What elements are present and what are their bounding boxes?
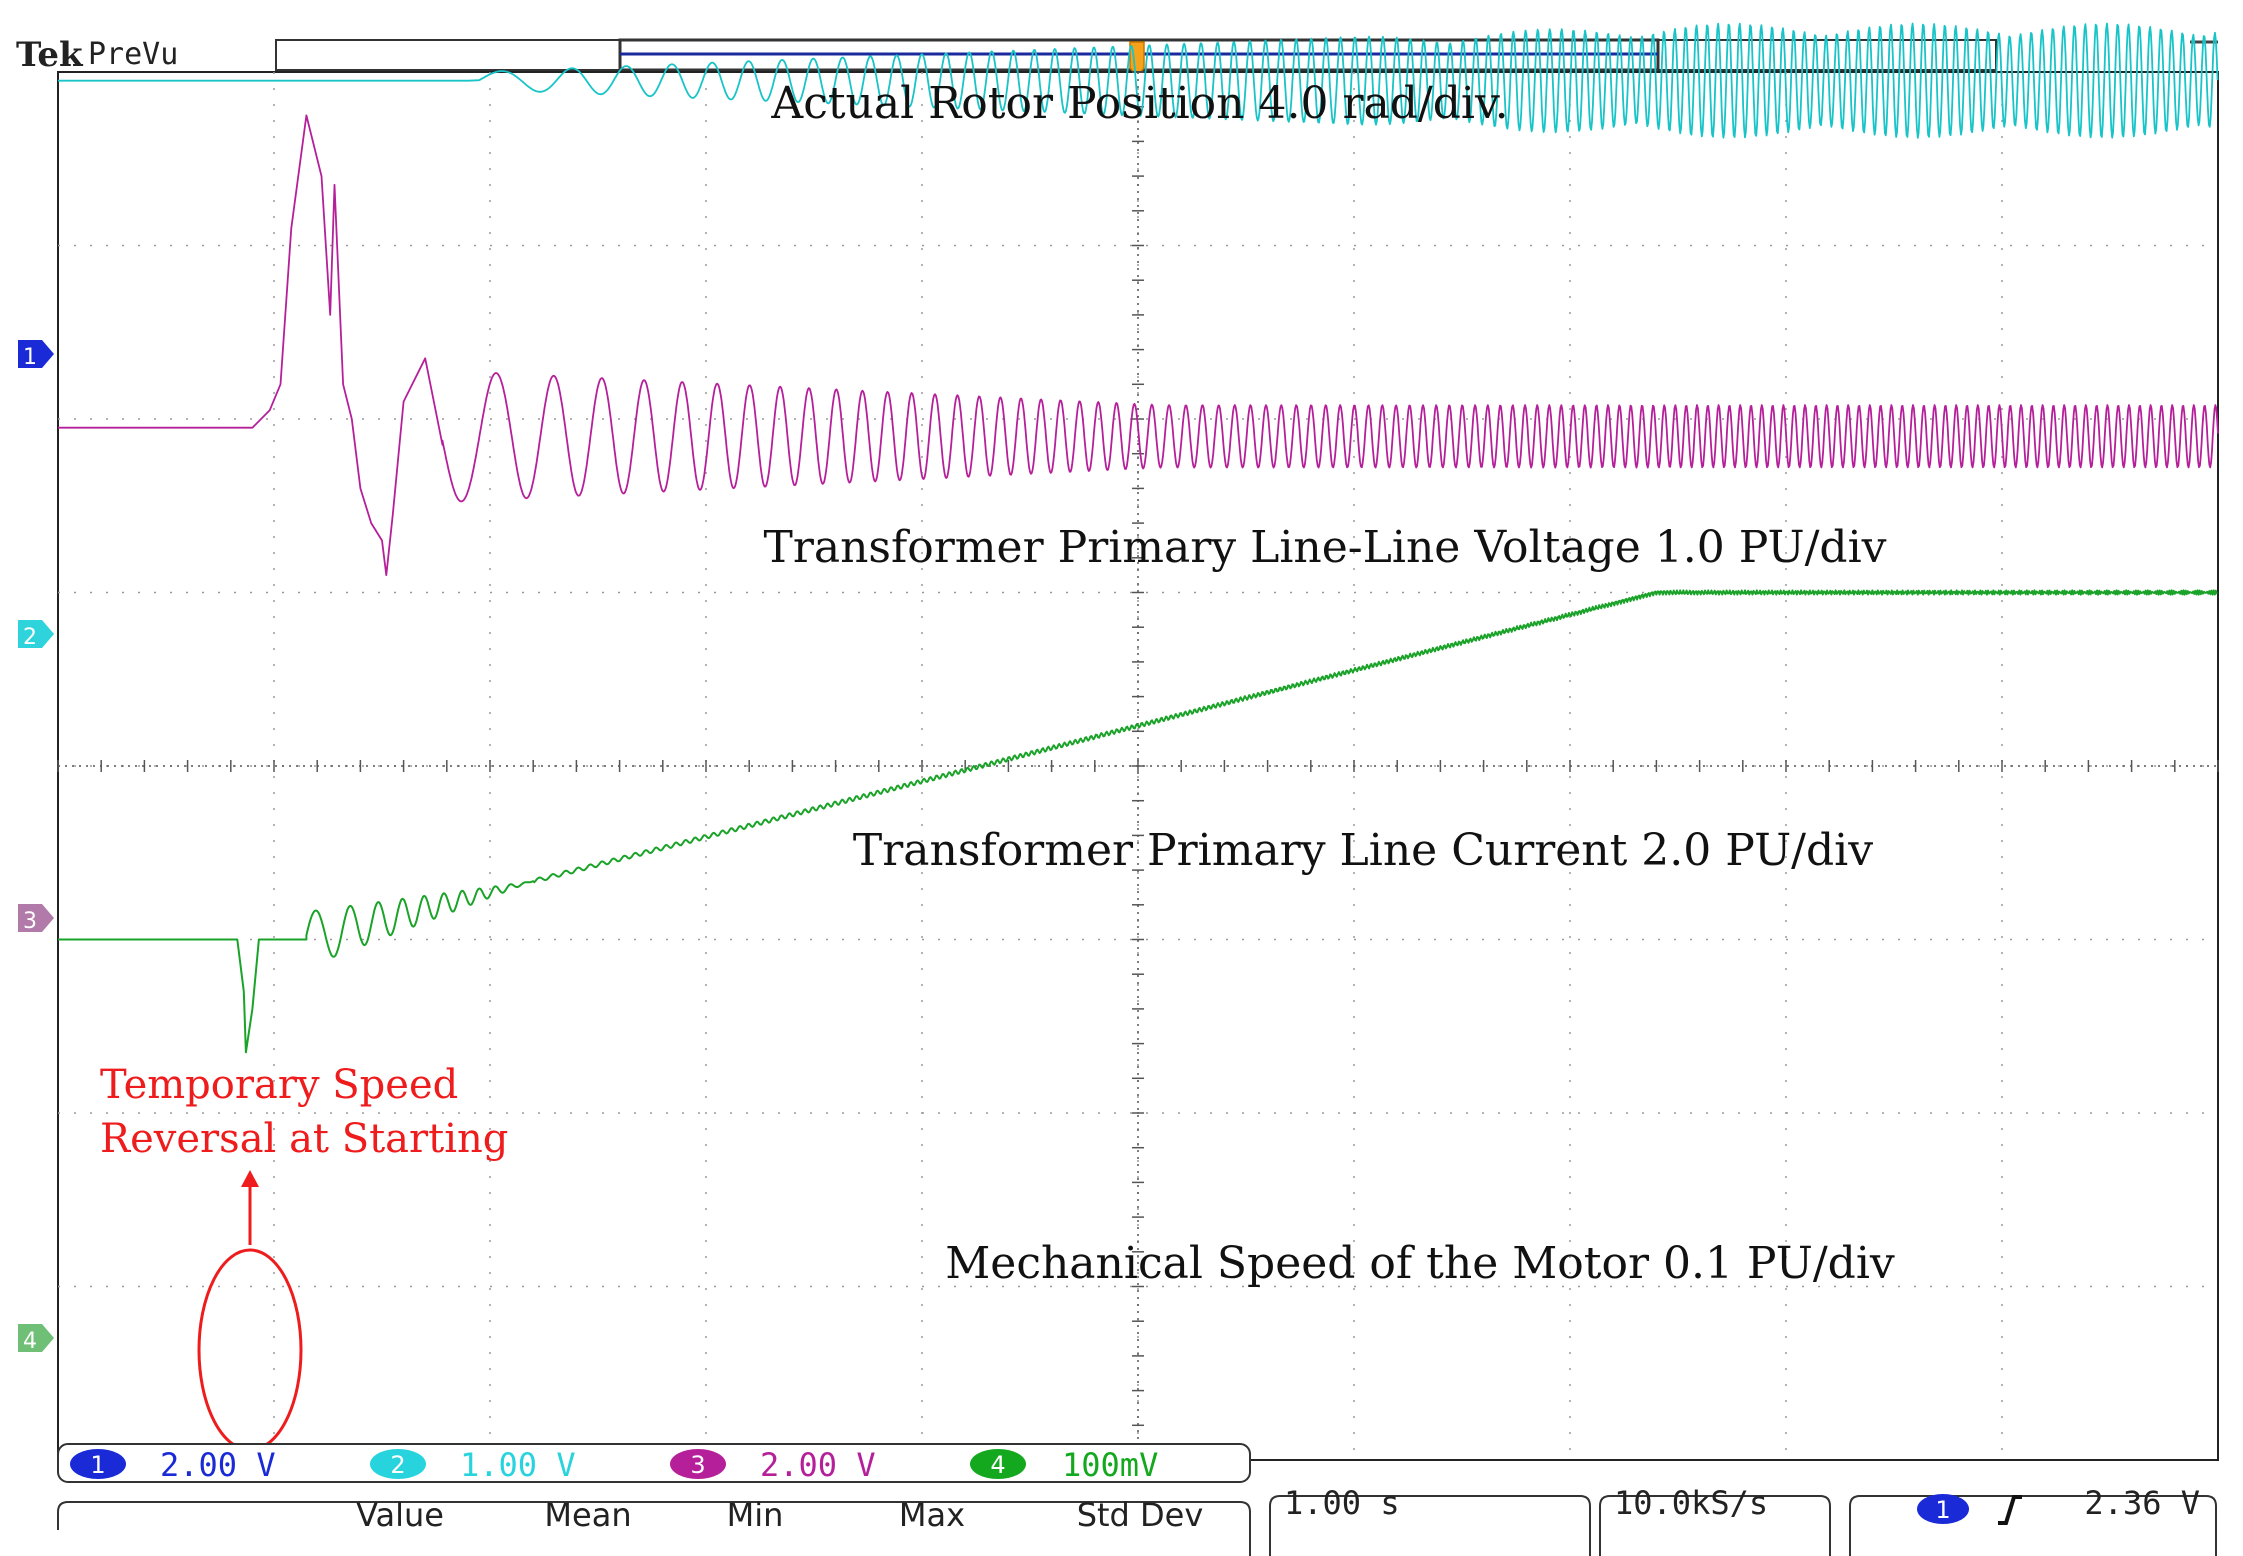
measurement-panel — [57, 1501, 1251, 1556]
annotation-line-2: Reversal at Starting — [100, 1116, 508, 1162]
annotation-arrow-icon — [241, 1170, 259, 1187]
svg-text:3: 3 — [23, 909, 37, 934]
trace-1-title: Actual Rotor Position 4.0 rad/div. — [770, 78, 1508, 129]
trace-mechanical-speed — [58, 589, 2218, 1054]
brand-logo: Tek — [16, 35, 84, 75]
svg-text:1: 1 — [1935, 1496, 1950, 1524]
measure-header-min: Min — [727, 1496, 784, 1534]
ch3-ground-marker[interactable]: 3 — [18, 904, 54, 934]
rising-edge-icon — [1998, 1495, 2022, 1525]
svg-text:2.00 V: 2.00 V — [160, 1446, 276, 1484]
trigger-source-badge: 1 — [1917, 1494, 1969, 1524]
ch1-ground-marker[interactable]: 1 — [18, 340, 54, 370]
measure-header-max: Max — [899, 1496, 965, 1534]
measure-header-value: Value — [356, 1496, 444, 1534]
channel-scale-panel — [57, 1443, 1251, 1483]
graticule-grid — [57, 71, 2219, 1461]
svg-text:3: 3 — [690, 1451, 705, 1479]
ch4-scale-readout[interactable]: 4 100mV — [970, 1446, 1158, 1484]
trace-2-title: Transformer Primary Line-Line Voltage 1.… — [763, 522, 1886, 573]
timebase-panel[interactable] — [1269, 1495, 1591, 1556]
ch4-ground-marker[interactable]: 4 — [18, 1324, 54, 1354]
trace-3-title: Transformer Primary Line Current 2.0 PU/… — [853, 825, 1873, 876]
trace-line-current — [58, 114, 2219, 576]
svg-text:1: 1 — [90, 1451, 105, 1479]
trace-4-title: Mechanical Speed of the Motor 0.1 PU/div — [945, 1238, 1895, 1289]
trigger-level-readout: 2.36 V — [2084, 1484, 2200, 1522]
sample-rate-readout: 10.0kS/s — [1614, 1484, 1768, 1522]
svg-text:2.00 V: 2.00 V — [760, 1446, 876, 1484]
timebase-readout: 1.00 s — [1284, 1484, 1400, 1522]
svg-text:2: 2 — [23, 625, 37, 650]
mode-label: PreVu — [88, 37, 178, 72]
ch1-scale-readout[interactable]: 1 2.00 V — [70, 1446, 276, 1484]
annotation-line-1: Temporary Speed — [100, 1062, 458, 1108]
svg-text:100mV: 100mV — [1062, 1446, 1158, 1484]
ch3-scale-readout[interactable]: 3 2.00 V — [670, 1446, 876, 1484]
svg-text:2: 2 — [390, 1451, 405, 1479]
trace-line-voltage — [58, 22, 2219, 139]
svg-text:1: 1 — [23, 345, 37, 370]
measure-header-mean: Mean — [544, 1496, 631, 1534]
svg-text:4: 4 — [23, 1329, 37, 1354]
svg-text:1.00 V: 1.00 V — [460, 1446, 576, 1484]
ch2-ground-marker[interactable]: 2 — [18, 620, 54, 650]
traces — [58, 22, 2219, 1054]
sample-rate-panel[interactable] — [1599, 1495, 1831, 1556]
svg-text:4: 4 — [990, 1451, 1005, 1479]
measure-header-std-dev: Std Dev — [1077, 1496, 1204, 1534]
ch2-scale-readout[interactable]: 2 1.00 V — [370, 1446, 576, 1484]
